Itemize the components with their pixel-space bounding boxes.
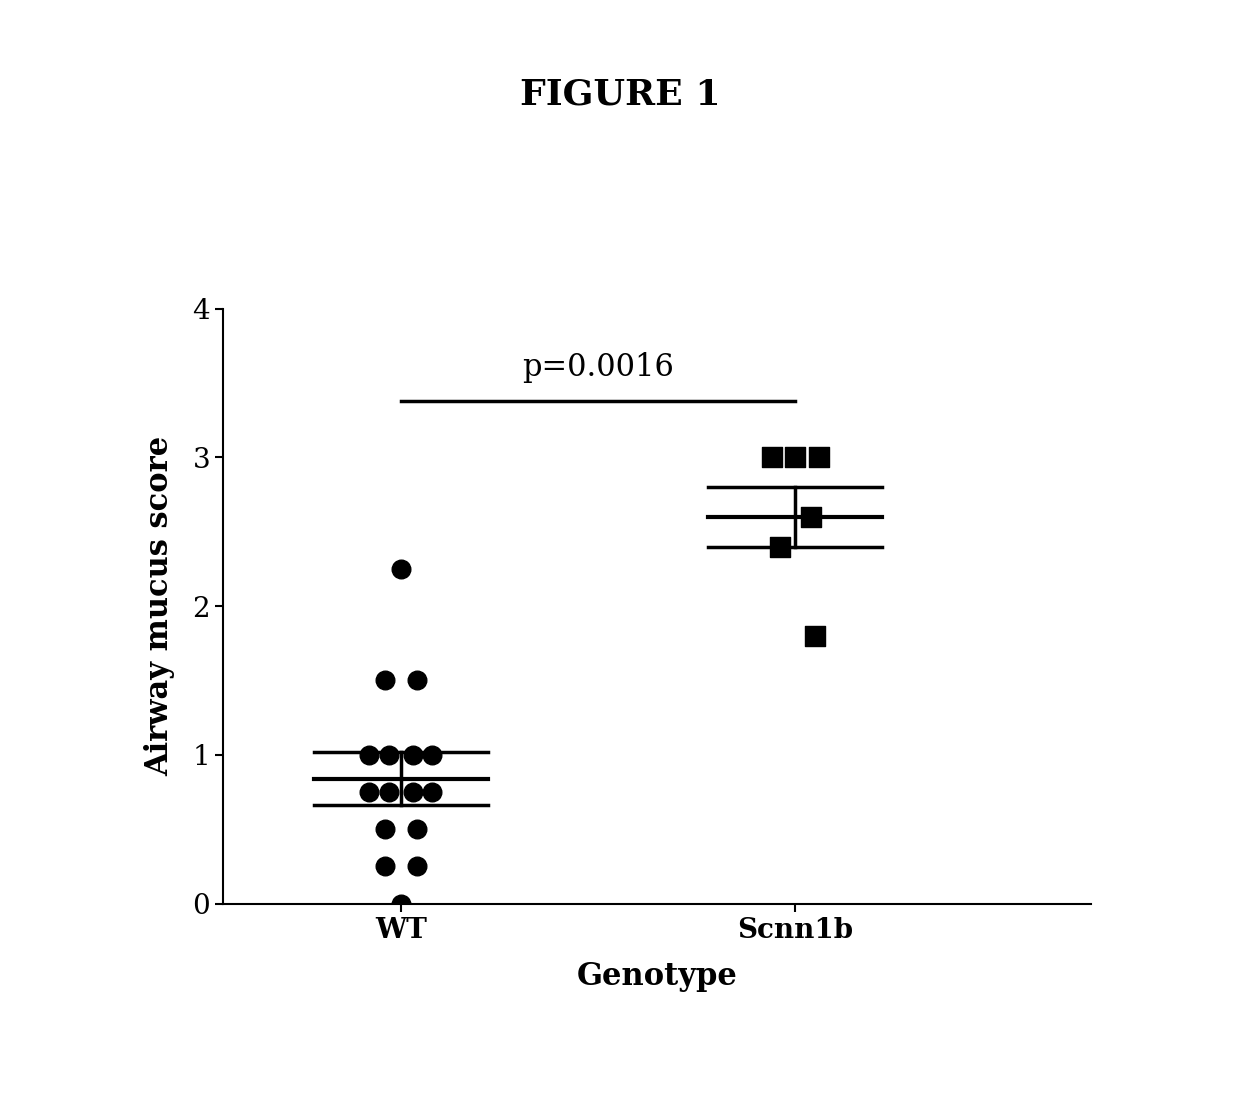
Point [379,746,399,764]
Point [379,784,399,801]
Point [374,672,394,690]
Text: p=0.0016: p=0.0016 [522,352,675,383]
Point [407,820,427,839]
Point [403,784,423,801]
Point [808,449,828,466]
Y-axis label: Airway mucus score: Airway mucus score [145,436,176,776]
Point [403,746,423,764]
Point [407,857,427,875]
Point [770,538,790,555]
Point [805,627,825,645]
Point [360,746,379,764]
Point [391,895,410,912]
Point [360,784,379,801]
Text: FIGURE 1: FIGURE 1 [520,77,720,111]
Point [423,746,443,764]
Point [761,449,781,466]
Point [391,560,410,577]
Point [374,857,394,875]
Point [801,508,821,526]
Point [423,784,443,801]
X-axis label: Genotype: Genotype [577,961,738,992]
Point [374,820,394,839]
Point [785,449,805,466]
Point [407,672,427,690]
